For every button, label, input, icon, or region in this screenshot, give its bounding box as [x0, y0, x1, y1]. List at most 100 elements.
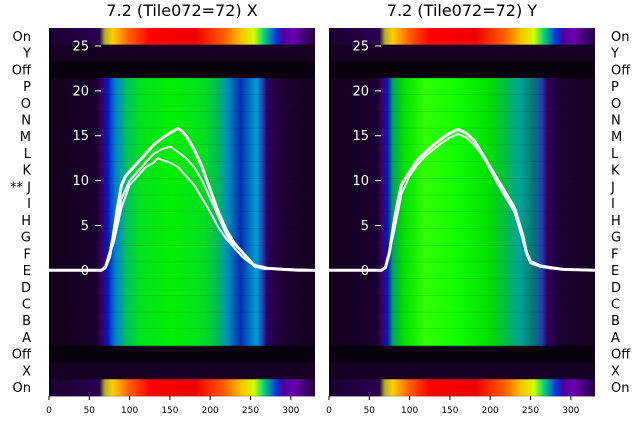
row-label: X	[22, 364, 31, 379]
row-label: Off	[12, 348, 32, 363]
heatmap-row	[329, 278, 595, 297]
row-label: L	[611, 147, 619, 162]
row-label: On	[13, 30, 31, 45]
heatmap-row	[329, 245, 595, 263]
heatmap-row	[49, 94, 315, 113]
chart-title: 7.2 (Tile072=72) Y	[387, 1, 537, 20]
row-label: On	[611, 381, 629, 396]
heatmap-row	[49, 178, 315, 196]
y-tick-label: 20	[352, 84, 369, 99]
x-tick-label: 0	[326, 406, 332, 416]
heatmap-row	[329, 329, 595, 347]
heatmap-row	[329, 61, 595, 79]
heatmap-row	[329, 178, 595, 196]
heatmap-row	[329, 28, 595, 46]
row-label: F	[611, 247, 618, 262]
heatmap-row	[329, 228, 595, 246]
heatmap-row	[329, 145, 595, 163]
row-label: B	[22, 314, 31, 329]
row-label: On	[611, 30, 629, 45]
heatmap-row	[329, 128, 595, 146]
heatmap-row	[49, 128, 315, 146]
x-tick-label: 50	[84, 406, 96, 416]
heatmap-row	[329, 362, 595, 380]
row-label: H	[21, 214, 31, 229]
row-label: E	[23, 264, 31, 279]
row-label: A	[22, 331, 31, 346]
heatmap-row	[329, 44, 595, 62]
row-label: Off	[611, 348, 631, 363]
heatmap-row	[49, 44, 315, 62]
x-tick-label: 200	[202, 406, 219, 416]
row-label: P	[23, 80, 31, 95]
row-label: ** J	[10, 180, 31, 195]
y-tick-label: 10	[352, 174, 369, 189]
heatmap-row	[49, 145, 315, 163]
heatmap-row	[49, 195, 315, 213]
x-tick-label: 250	[522, 406, 539, 416]
heatmap-row	[49, 262, 315, 280]
heatmap-row	[329, 161, 595, 179]
y-tick-label: 20	[72, 84, 89, 99]
row-label: Y	[610, 47, 619, 62]
panel-y: 7.2 (Tile072=72) Y 0 5 10 15 20 250 50 100 150 200…	[326, 1, 596, 416]
row-label: F	[24, 247, 31, 262]
x-tick-label: 150	[161, 406, 178, 416]
heatmap-row	[49, 379, 315, 397]
row-label: K	[22, 164, 31, 179]
heatmap-row	[49, 278, 315, 297]
heatmap-row	[329, 295, 595, 313]
heatmap-row	[329, 379, 595, 397]
overlay-line	[329, 132, 596, 272]
heatmap-row	[49, 362, 315, 380]
x-tick-label: 200	[482, 406, 499, 416]
x-tick-label: 0	[46, 406, 52, 416]
row-label: Y	[22, 47, 31, 62]
x-tick-label: 50	[364, 406, 376, 416]
heatmap-row	[329, 262, 595, 280]
row-label: H	[611, 214, 621, 229]
x-tick-label: 100	[121, 406, 138, 416]
x-tick-label: 100	[401, 406, 418, 416]
row-label: L	[24, 147, 32, 162]
row-label: Off	[611, 63, 631, 78]
chart-title: 7.2 (Tile072=72) X	[106, 1, 257, 20]
y-tick-label: 25	[352, 39, 369, 54]
row-label: J	[610, 180, 615, 195]
row-label: K	[611, 164, 620, 179]
heatmap-row	[329, 345, 595, 363]
heatmap-row	[49, 312, 315, 330]
heatmap-row	[49, 295, 315, 313]
heatmap-row	[49, 111, 315, 129]
heatmap-row	[49, 345, 315, 363]
row-label: D	[611, 281, 621, 296]
heatmap-row	[329, 111, 595, 129]
row-label: E	[611, 264, 619, 279]
row-label: C	[611, 298, 620, 313]
x-tick-label: 150	[441, 406, 458, 416]
y-tick-label: 10	[72, 174, 89, 189]
heatmap-row	[329, 94, 595, 113]
row-label: D	[21, 281, 31, 296]
x-tick-label: 250	[242, 406, 259, 416]
y-tick-label: 25	[72, 39, 89, 54]
y-tick-label: 15	[72, 129, 89, 144]
row-label: C	[22, 298, 31, 313]
x-tick-label: 300	[282, 406, 299, 416]
row-label: M	[611, 130, 622, 145]
row-label: N	[21, 114, 31, 129]
heatmap-row	[49, 329, 315, 347]
heatmap-row	[329, 78, 595, 96]
row-label: On	[13, 381, 31, 396]
y-tick-label: 15	[352, 129, 369, 144]
row-label: M	[20, 130, 31, 145]
row-label: G	[611, 231, 621, 246]
row-label: I	[27, 197, 31, 212]
row-label: N	[611, 114, 621, 129]
row-label: A	[611, 331, 620, 346]
x-tick-label: 300	[562, 406, 579, 416]
row-label: I	[611, 197, 615, 212]
y-tick-label: 5	[361, 219, 369, 234]
row-label: P	[611, 80, 619, 95]
heatmap-row	[49, 245, 315, 263]
